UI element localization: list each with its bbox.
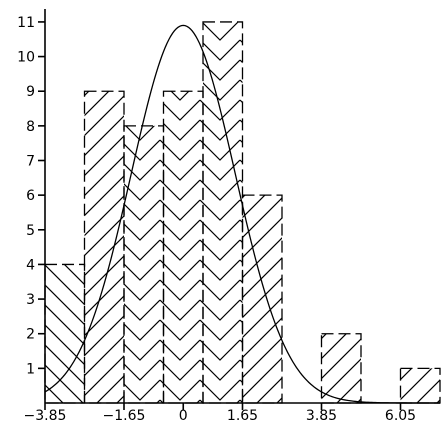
- histogram-bar-0: [45, 264, 85, 403]
- histogram-bar-4: [203, 21, 243, 404]
- y-tick-label: 7: [26, 154, 35, 170]
- x-tick-label: 3.85: [306, 408, 337, 423]
- y-tick-label: 4: [26, 257, 35, 273]
- histogram-bar-outline-5: [241, 194, 283, 404]
- x-tick-label: 6.05: [385, 408, 416, 423]
- histogram-bar-5: [242, 195, 282, 403]
- x-tick-label: −1.65: [103, 408, 146, 423]
- y-tick-label: 10: [17, 50, 35, 66]
- bars-layer: [44, 21, 441, 404]
- x-tick-label: 1.65: [227, 408, 258, 423]
- histogram-bar-2: [124, 125, 164, 403]
- y-tick-label: 5: [26, 223, 35, 239]
- histogram-bar-1: [84, 91, 124, 403]
- y-tick-label: 9: [26, 84, 35, 100]
- x-tick-label: 0: [179, 408, 188, 423]
- y-tick-label: 3: [26, 292, 35, 308]
- y-tick-label: 2: [26, 327, 35, 343]
- x-ticks-layer: −3.85 −1.65 0 1.65 3.85 6.05: [24, 403, 416, 423]
- x-tick-label: −3.85: [24, 408, 67, 423]
- histogram-bar-9: [400, 368, 440, 403]
- y-tick-label: 1: [26, 361, 35, 377]
- y-tick-label: 6: [26, 188, 35, 204]
- histogram-bar-3: [163, 91, 203, 403]
- y-tick-label: 8: [26, 119, 35, 135]
- y-ticks-layer: 1 2 3 4 5 6 7 8 9 10 11: [17, 15, 45, 377]
- y-tick-label: 11: [17, 15, 35, 31]
- histogram-bar-7: [321, 333, 361, 403]
